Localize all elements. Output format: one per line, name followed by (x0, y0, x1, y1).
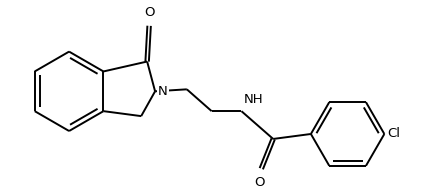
Text: O: O (254, 176, 265, 189)
Text: O: O (144, 6, 154, 19)
Text: N: N (158, 85, 168, 98)
Text: N: N (158, 85, 168, 98)
Text: Cl: Cl (387, 127, 400, 141)
Text: O: O (254, 176, 265, 189)
Text: NH: NH (243, 93, 263, 106)
Text: NH: NH (243, 93, 263, 106)
Text: Cl: Cl (387, 127, 400, 141)
Text: O: O (144, 6, 154, 19)
